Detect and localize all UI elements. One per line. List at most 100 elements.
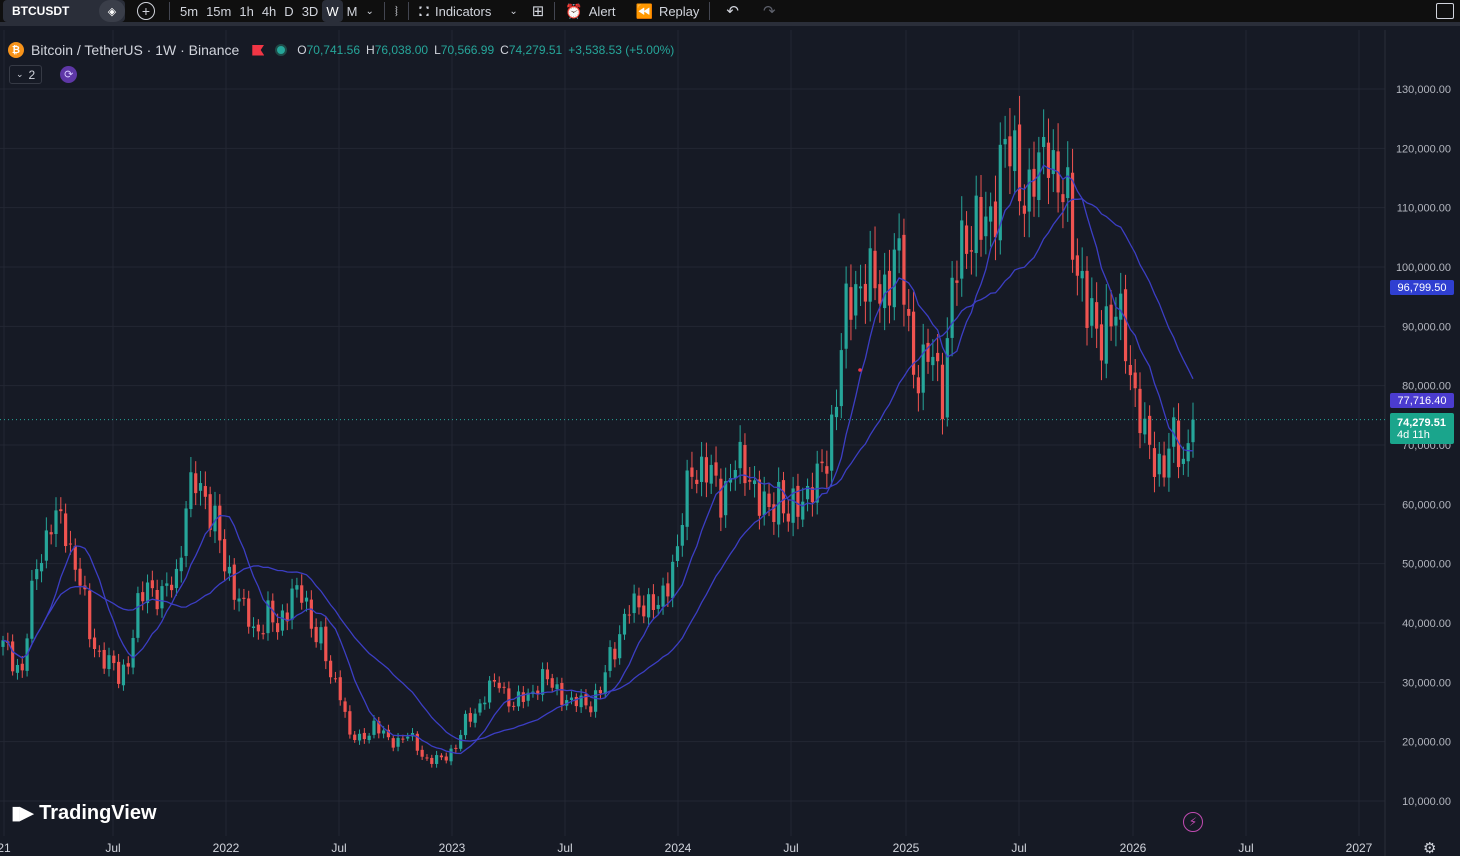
diamond-icon[interactable]: ◈: [99, 0, 125, 22]
candle-body: [357, 733, 362, 741]
candle-body: [145, 582, 150, 604]
candle-body: [102, 649, 106, 669]
alert-button[interactable]: ⏰ Alert: [561, 0, 619, 22]
x-tick-label: Jul: [105, 841, 120, 855]
candle-body: [44, 530, 48, 561]
candle-body: [1099, 324, 1104, 361]
candle-body: [767, 493, 771, 507]
candle-body: [786, 513, 790, 522]
replay-button[interactable]: ⏪ Replay: [632, 0, 704, 22]
candle-body: [642, 605, 646, 617]
interval-w[interactable]: W: [322, 0, 343, 22]
y-tick-label: 20,000.00: [1402, 737, 1451, 749]
candle-body: [936, 352, 940, 362]
add-icon[interactable]: +: [137, 2, 155, 20]
top-toolbar: BTCUSDT ◈ + 5m 15m 1h 4h D 3D W M ⌄ ⧘ ⛚ …: [0, 0, 1460, 26]
candle-body: [88, 590, 92, 640]
candle-body: [507, 688, 511, 707]
candle-body: [459, 734, 463, 749]
interval-m[interactable]: M: [346, 3, 358, 19]
symbol-search-button[interactable]: BTCUSDT ◈: [3, 0, 125, 22]
candle-body: [656, 604, 660, 609]
market-status-icon[interactable]: [275, 44, 288, 56]
candle-body: [1008, 136, 1012, 167]
low-value: 70,566.99: [440, 43, 495, 57]
price-chart[interactable]: 10,000.00 20,000.00 30,000.00 40,000.00 50,0…: [0, 30, 1460, 856]
candle-body: [78, 568, 82, 586]
candle-body: [502, 686, 506, 688]
candle-body: [386, 729, 391, 738]
candle-body: [329, 660, 333, 678]
candle-body: [873, 250, 877, 289]
interval-4h[interactable]: 4h: [261, 3, 277, 19]
interval-1h[interactable]: 1h: [239, 3, 254, 19]
interval-5m[interactable]: 5m: [180, 3, 199, 19]
chevron-down-icon[interactable]: ⌄: [509, 5, 518, 17]
candle-body: [1027, 169, 1031, 212]
candle-body: [280, 610, 285, 631]
candle-body: [218, 505, 222, 541]
candle-body: [463, 713, 468, 736]
tradingview-logo[interactable]: ▮▶ TradingView: [11, 802, 157, 825]
chart-canvas[interactable]: 10,000.00 20,000.00 30,000.00 40,000.00 50,0…: [0, 30, 1460, 856]
candle-body: [314, 626, 318, 643]
x-tick-label: 21: [0, 841, 11, 855]
candle-body: [1157, 453, 1161, 475]
candle-body: [854, 284, 858, 316]
interval-3d[interactable]: 3D: [301, 3, 319, 19]
candle-body: [651, 594, 656, 610]
candle-body: [338, 677, 342, 701]
candle-body: [1042, 137, 1046, 148]
sync-icon[interactable]: ⟳: [60, 66, 78, 83]
y-tick-label: 10,000.00: [1402, 796, 1451, 808]
candle-body: [593, 690, 598, 712]
candle-body: [435, 755, 439, 764]
candle-body: [820, 461, 824, 464]
interval-d[interactable]: D: [284, 3, 294, 19]
redo-icon[interactable]: ↷: [762, 3, 776, 20]
candle-body: [1119, 293, 1123, 320]
candle-body: [1022, 205, 1026, 214]
candle-body: [309, 599, 313, 629]
candle-body: [261, 633, 265, 635]
layout-icon[interactable]: ⊞: [531, 3, 545, 20]
candle-body: [415, 733, 419, 751]
candle-body: [550, 678, 554, 688]
candle-body: [391, 738, 395, 748]
candle-body: [724, 481, 728, 516]
indicators-button[interactable]: ⛚ Indicators: [415, 0, 495, 22]
chevron-down-icon[interactable]: ⌄: [365, 5, 374, 17]
candle-body: [1017, 124, 1022, 202]
gear-icon[interactable]: ⚙: [1423, 840, 1437, 856]
undo-icon[interactable]: ↶: [726, 3, 739, 20]
candle-body: [333, 678, 338, 680]
candle-body: [969, 250, 973, 252]
candle-body: [733, 469, 737, 479]
legend-title[interactable]: Bitcoin / TetherUS · 1W · Binance: [31, 42, 240, 58]
indicator-legend: ⌄ 2 ⟳: [9, 65, 78, 84]
candles-icon[interactable]: ⧘: [394, 2, 398, 20]
fullscreen-icon[interactable]: [1436, 3, 1454, 19]
ma-slow-price-label: 96,799.50: [1390, 280, 1454, 295]
ma-fast-price-label: 77,716.40: [1390, 393, 1454, 408]
candle-body: [449, 748, 453, 762]
candle-body: [1104, 306, 1108, 364]
candle-body: [536, 690, 540, 695]
collapse-indicators-button[interactable]: ⌄ 2: [9, 65, 43, 84]
candle-body: [1, 640, 5, 647]
flag-icon[interactable]: [252, 44, 265, 56]
candle-body: [468, 713, 472, 722]
candle-body: [237, 598, 241, 602]
ma-fast-line: [2, 164, 1194, 755]
candle-body: [945, 338, 949, 418]
lightning-icon[interactable]: ⚡: [1183, 812, 1203, 832]
candle-body: [425, 757, 429, 759]
interval-15m[interactable]: 15m: [206, 3, 232, 19]
close-value: 74,279.51: [508, 43, 563, 57]
candle-body: [858, 286, 863, 289]
candle-body: [844, 283, 848, 349]
candle-body: [815, 463, 819, 503]
candle-body: [632, 593, 636, 614]
candle-body: [521, 692, 525, 702]
candle-body: [165, 583, 169, 586]
